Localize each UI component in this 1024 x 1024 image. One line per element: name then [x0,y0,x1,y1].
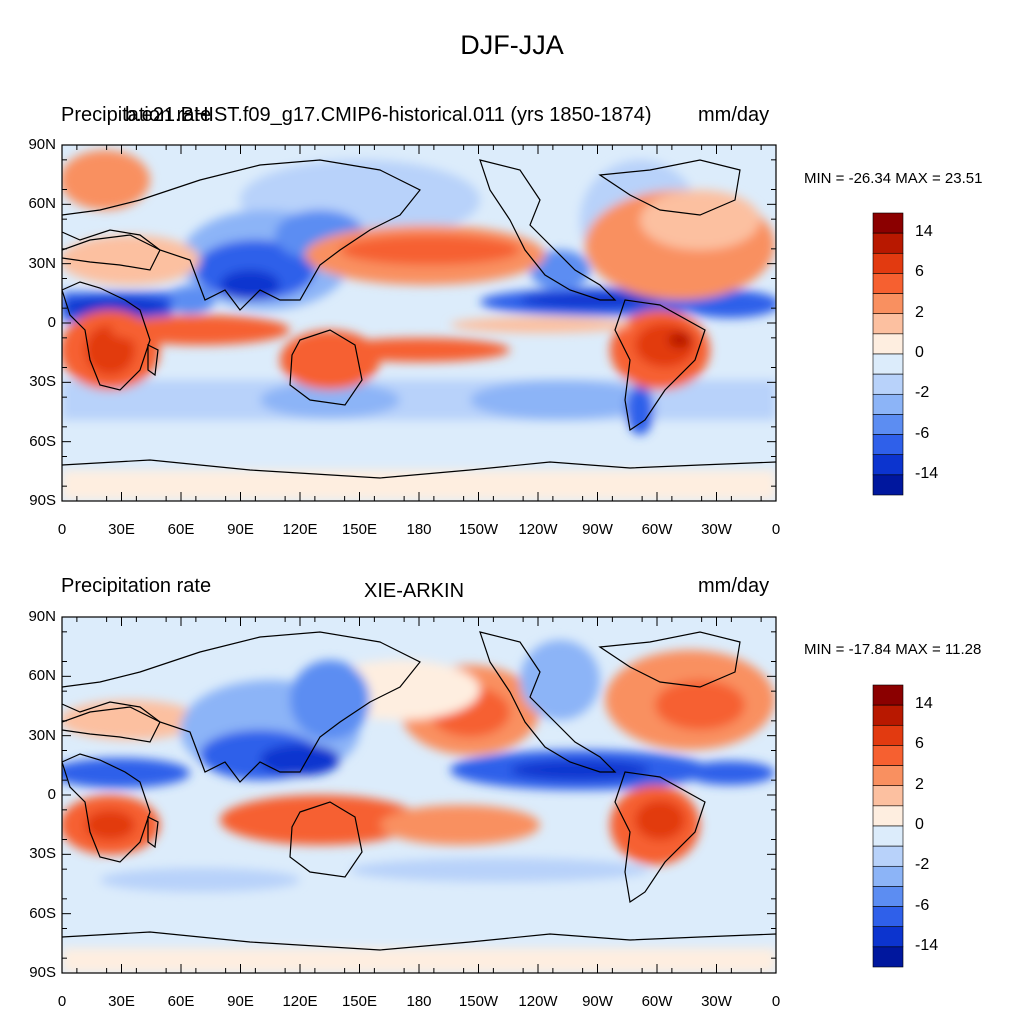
panel1-lat-label: 30S [29,373,56,391]
panel1-lon-label: 30W [701,521,732,538]
panel1-lat-label: 60S [29,432,56,450]
panel2-colorbar-swatch [872,684,904,706]
panel2-lat-label: 30N [28,726,56,744]
panel2-map [61,616,777,974]
panel2-lon-label: 30W [701,993,732,1010]
panel2-lon-label: 90W [582,993,613,1010]
panel2-lon-label: 180 [406,993,432,1010]
panel2-lat-label: 60S [29,904,56,922]
panel2-lon-label: 120E [282,993,318,1010]
colorbars [872,212,904,968]
panel1-colorbar-tick-label: -14 [915,464,939,482]
panel1-lon-label: 150E [341,521,378,538]
panel2-lat-label: 30S [29,845,56,863]
panel2-colorbar-swatch [872,704,904,726]
panel2-min-max: MIN = -17.84 MAX = 11.28 [804,641,982,658]
panel1-lon-label: 90E [227,521,254,538]
panel1-colorbar-swatch [872,232,904,254]
panel2-colorbar-swatch [872,724,904,746]
panel2-lon-label: 90E [227,993,254,1010]
panel1-colorbar-tick-label: 0 [915,344,924,361]
panel2-colorbar-tick-label: -14 [915,936,939,954]
panel1-lon-label: 180 [406,521,432,538]
panel1-colorbar-swatch [872,434,904,456]
panel2-left-label: Precipitation rate [61,575,212,597]
panel1-min-max: MIN = -26.34 MAX = 23.51 [804,170,983,187]
panel1-center-label: b.e21.BHIST.f09_g17.CMIP6-historical.011… [125,104,652,126]
panel1-lat-label: 90N [28,136,56,153]
panel1-colorbar-swatch [872,252,904,274]
panel1-colorbar-swatch [872,212,904,234]
panel2-lon-label: 0 [771,993,781,1010]
panel1-lon-label: 90W [582,521,613,538]
panel1-map [61,144,777,502]
panel1-lon-label: 0 [57,521,67,538]
panel2-colorbar-tick-label: -6 [915,896,930,914]
panel2-colorbar-tick-label: 2 [915,775,924,793]
panel2-lon-label: 30E [108,993,135,1010]
panel1-colorbar-tick-label: 6 [915,263,924,281]
panel2-colorbar-swatch [872,946,904,968]
figure-title: DJF-JJA [460,30,564,60]
panel1-colorbar-swatch [872,393,904,415]
panel1-colorbar-tick-label: -2 [915,384,930,402]
panel2-colorbar-swatch [872,805,904,827]
panel1-colorbar-swatch [872,273,904,294]
panel1-lon-label: 30E [108,521,135,538]
panel1-colorbar-tick-label: -6 [915,424,930,442]
axis-ticks [61,144,777,974]
panel1-lon-label: 120W [518,521,558,538]
panel2-colorbar-swatch [872,825,904,847]
panel2-lat-label: 90N [28,608,56,625]
panel2-lat-label: 90S [29,964,56,981]
panel1-colorbar-tick-label: 2 [915,303,924,321]
panel2-colorbar-swatch [872,765,904,787]
panel2-lon-label: 0 [57,993,67,1010]
panel2-colorbar-swatch [872,785,904,807]
panel2-lon-label: 60W [641,993,673,1010]
panel2-colorbar-swatch [872,906,904,928]
panel2-center-label: XIE-ARKIN [364,580,465,602]
panel1-colorbar-swatch [872,474,904,496]
panel2-colorbar-swatch [872,845,904,867]
panel1-coastlines [62,159,776,479]
panel2-lat-label: 0 [47,786,56,803]
panel2-lat-label: 60N [28,667,56,685]
panel2-lon-label: 60E [167,993,195,1010]
panel2-colorbar-swatch [872,865,904,887]
panel1-colorbar-tick-label: 14 [915,223,933,241]
panel1-colorbar-swatch [872,454,904,476]
panel1-lon-label: 150W [458,521,499,538]
panel1-colorbar-swatch [872,333,904,355]
panel1-lat-label: 60N [28,195,56,213]
panel2-colorbar-swatch [872,926,904,948]
panel2-colorbar-tick-label: -2 [915,856,930,874]
panel1-lon-label: 60E [167,521,195,538]
panel1-colorbar-swatch [872,414,904,435]
panel1-lat-label: 90S [29,492,56,509]
panel2-colorbar-tick-label: 0 [915,816,924,833]
panel1-lat-label: 0 [47,314,56,331]
panel1-lon-label: 120E [282,521,318,538]
panel2-colorbar-swatch [872,745,904,766]
panel1-units-label: mm/day [698,104,770,126]
panel2-coastlines [62,631,776,951]
panel1-colorbar-swatch [872,373,904,395]
panel1-lat-label: 30N [28,254,56,272]
panel1-left-label: Precipitation rate [61,104,212,126]
panel1-colorbar-swatch [872,353,904,375]
panel1-colorbar-swatch [872,313,904,335]
panel1-lon-label: 60W [641,521,673,538]
panel1-colorbar-swatch [872,293,904,315]
panel2-lon-label: 150W [458,993,499,1010]
panel2-colorbar-tick-label: 6 [915,735,924,753]
panel2-lon-label: 150E [341,993,378,1010]
panel2-units-label: mm/day [698,575,770,597]
panel2-colorbar-swatch [872,886,904,907]
panel2-lon-label: 120W [518,993,558,1010]
panel2-colorbar-tick-label: 14 [915,695,933,713]
panel1-lon-label: 0 [771,521,781,538]
